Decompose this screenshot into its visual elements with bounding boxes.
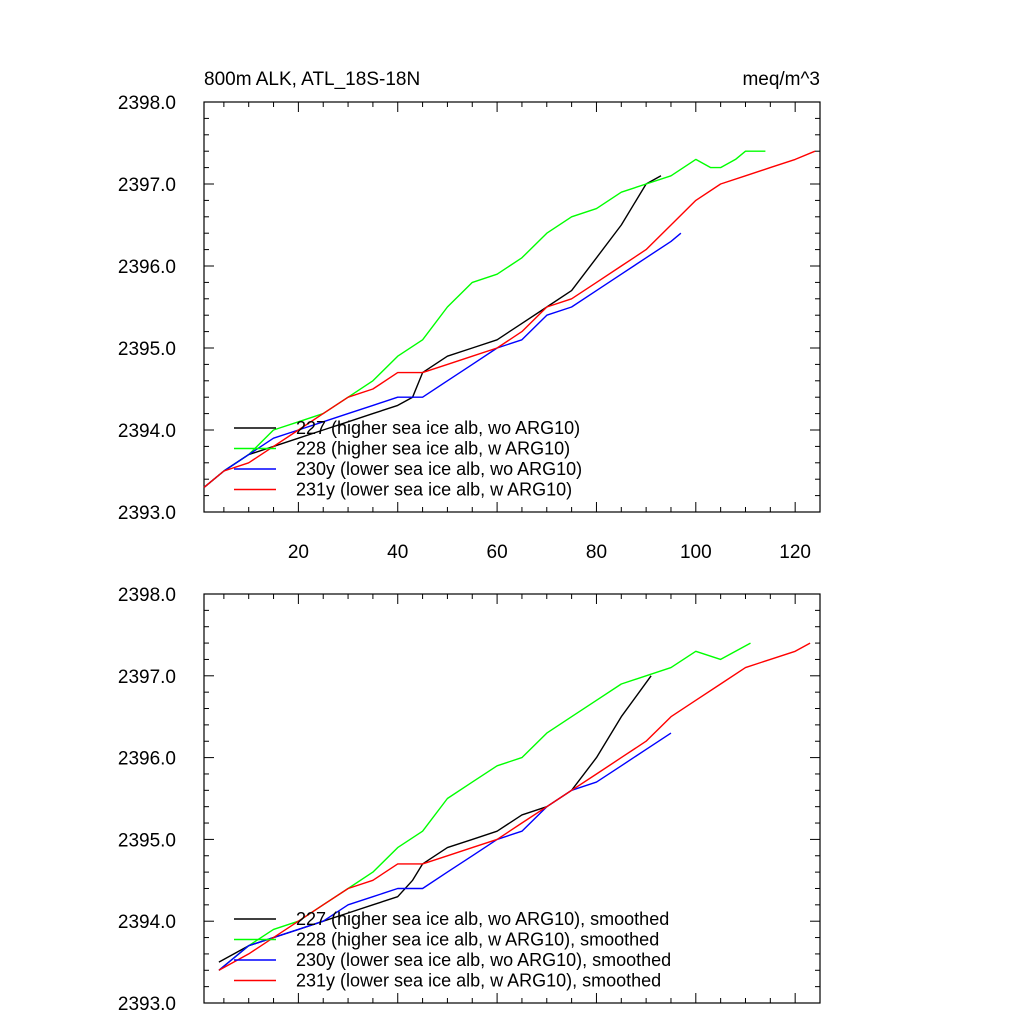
series-line [203,150,816,488]
series-line [203,150,766,488]
y-tick-label: 2398.0 [118,585,176,606]
series-line [218,732,672,971]
y-tick-label: 2395.0 [118,830,176,851]
y-tick-label: 2393.0 [118,503,176,524]
legend-label: 227 (higher sea ice alb, wo ARG10) [296,418,580,438]
legend-label: 231y (lower sea ice alb, w ARG10) [296,480,572,500]
x-tick-label: 20 [288,542,309,563]
series-line [203,232,682,488]
legend-label: 227 (higher sea ice alb, wo ARG10), smoo… [296,909,669,929]
upper-panel: 2393.0 2394.0 2395.0 2396.0 2397.0 2398.0 20 40… [118,93,821,563]
x-tick-label: 100 [680,542,712,563]
plot-frame [203,593,821,1004]
x-tick-label: 80 [586,542,607,563]
y-tick-label: 2397.0 [118,175,176,196]
series-line [218,642,811,971]
y-tick-label: 2398.0 [118,93,176,114]
legend-label: 230y (lower sea ice alb, wo ARG10) [296,459,582,479]
y-tick-label: 2393.0 [118,994,176,1015]
y-tick-label: 2394.0 [118,912,176,933]
y-tick-label: 2394.0 [118,421,176,442]
y-tick-label: 2396.0 [118,749,176,770]
legend-label: 231y (lower sea ice alb, w ARG10), smoot… [296,971,661,991]
lower-panel: 2393.0 2394.0 2395.0 2396.0 2397.0 2398.0 227 … [118,585,821,1015]
chart-title: 800m ALK, ATL_18S-18N [204,69,420,90]
y-tick-label: 2397.0 [118,667,176,688]
y-tick-label: 2396.0 [118,257,176,278]
y-tick-label: 2395.0 [118,339,176,360]
x-tick-label: 40 [387,542,408,563]
legend-label: 230y (lower sea ice alb, wo ARG10), smoo… [296,950,671,970]
plot-frame [203,101,821,513]
x-tick-label: 120 [779,542,811,563]
units-label: meq/m^3 [742,69,820,90]
legend-label: 228 (higher sea ice alb, w ARG10), smoot… [296,930,659,950]
legend-label: 228 (higher sea ice alb, w ARG10) [296,439,570,459]
x-tick-label: 60 [487,542,508,563]
